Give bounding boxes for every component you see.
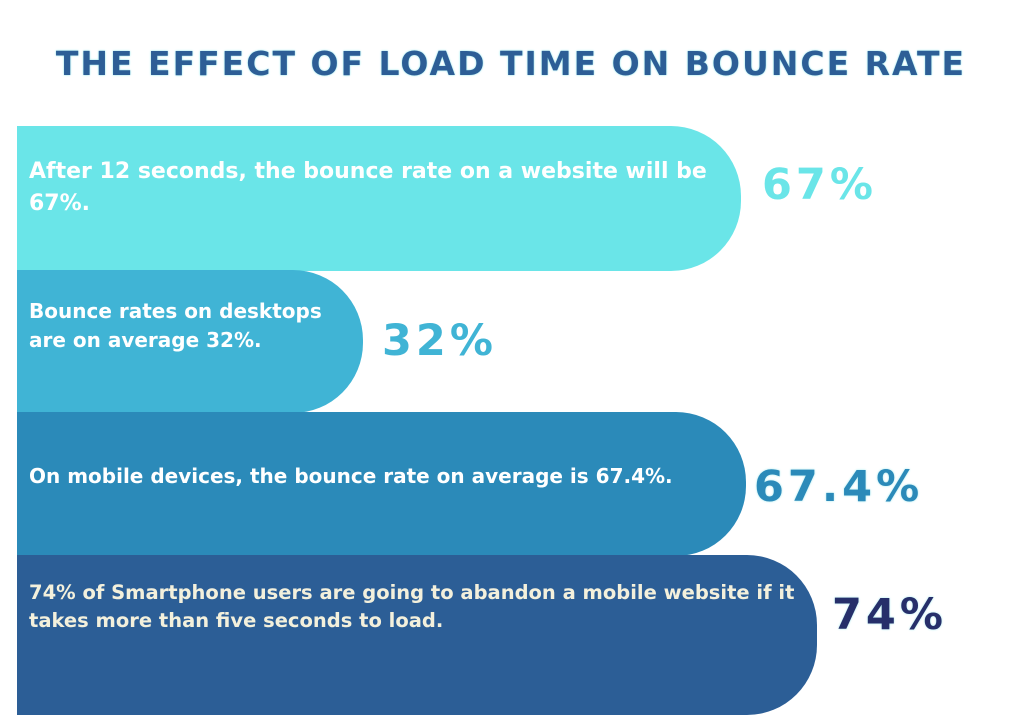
bar-label: On mobile devices, the bounce rate on av…	[29, 464, 673, 488]
bar-value: 67.4%	[754, 462, 924, 512]
bar-value: 67%	[762, 160, 877, 210]
bar-value: 32%	[382, 316, 497, 366]
bar-label: After 12 seconds, the bounce rate on a w…	[29, 159, 707, 216]
bar-label: Bounce rates on desktops are on average …	[29, 299, 322, 352]
chart-title: THE EFFECT OF LOAD TIME ON BOUNCE RATE	[55, 44, 967, 83]
bar-12-seconds: After 12 seconds, the bounce rate on a w…	[17, 126, 741, 271]
bar-mobile: On mobile devices, the bounce rate on av…	[17, 412, 746, 556]
bar-label: 74% of Smartphone users are going to aba…	[29, 581, 795, 633]
bar-smartphone: 74% of Smartphone users are going to aba…	[17, 555, 817, 715]
bar-desktop: Bounce rates on desktops are on average …	[17, 270, 363, 413]
bar-value: 74%	[832, 590, 947, 640]
